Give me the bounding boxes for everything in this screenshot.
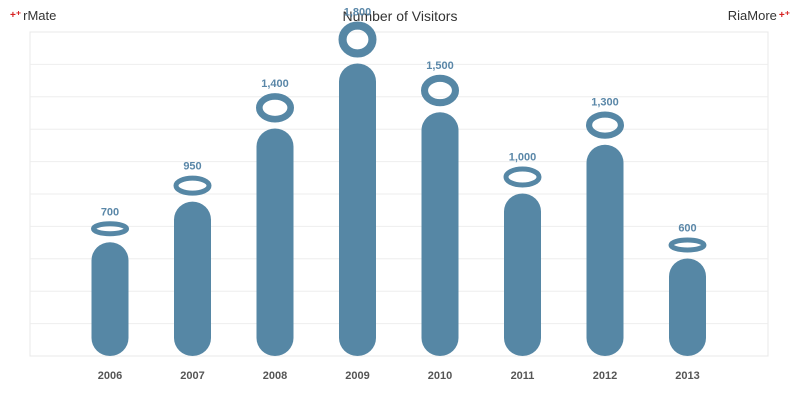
bar-ring <box>503 166 542 188</box>
data-label: 1,500 <box>426 60 454 72</box>
bar-ring <box>421 74 460 107</box>
bar <box>174 201 211 356</box>
bar <box>91 242 129 356</box>
bar-ring <box>91 221 129 237</box>
data-label: 700 <box>101 206 119 218</box>
bar-ring <box>668 237 707 253</box>
bar <box>504 193 541 356</box>
bar-ring <box>585 111 624 139</box>
bar <box>586 144 624 356</box>
x-tick-label: 2012 <box>593 370 617 382</box>
bar <box>421 112 459 356</box>
bar-ring <box>173 175 212 196</box>
bar-ring <box>255 93 294 123</box>
data-label: 1,800 <box>344 7 372 19</box>
data-label: 1,400 <box>261 78 289 90</box>
bar <box>669 258 706 356</box>
x-tick-label: 2007 <box>180 370 204 382</box>
brand-riamore: RiaMore +⁺ <box>728 8 790 23</box>
bar <box>256 128 294 356</box>
data-label: 950 <box>183 161 201 173</box>
brand-rmate: +⁺ rMate <box>10 8 56 23</box>
chart-title: Number of Visitors <box>342 8 458 24</box>
brand-right-label: RiaMore <box>727 8 777 23</box>
brand-left-label: rMate <box>23 8 57 23</box>
plus-icon: +⁺ <box>10 9 22 21</box>
data-label: 1,300 <box>591 96 619 108</box>
x-tick-label: 2013 <box>675 370 699 382</box>
bar <box>339 63 376 356</box>
x-tick-label: 2008 <box>263 370 287 382</box>
data-label: 600 <box>678 223 696 235</box>
x-tick-label: 2006 <box>98 370 122 382</box>
bar-ring <box>338 21 377 58</box>
x-tick-label: 2010 <box>428 370 452 382</box>
x-tick-label: 2009 <box>345 370 369 382</box>
plus-icon: +⁺ <box>778 9 790 21</box>
data-label: 1,000 <box>509 152 537 164</box>
x-tick-label: 2011 <box>511 370 535 382</box>
